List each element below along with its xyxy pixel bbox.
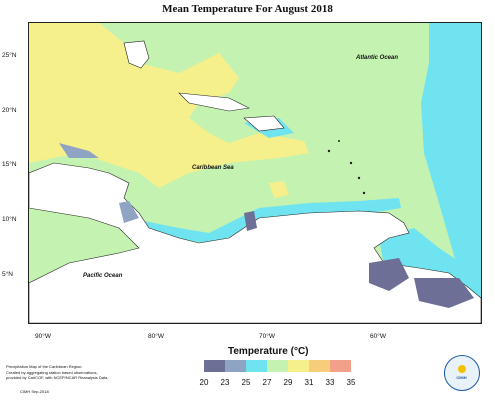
legend-swatch <box>246 360 267 372</box>
lon-label: 90°W <box>35 333 51 340</box>
florida-land <box>123 40 150 69</box>
lat-label: 15°N <box>2 161 17 168</box>
legend-tick: 35 <box>346 378 356 387</box>
yellow-warm-region <box>29 23 309 188</box>
cyan-atlantic-region <box>421 23 481 323</box>
lon-label: 70°W <box>259 333 275 340</box>
cuba-land <box>178 92 250 112</box>
label-caribbean-sea: Caribbean Sea <box>192 165 234 171</box>
legend-title: Temperature (°C) <box>228 346 309 357</box>
sun-icon <box>458 365 466 373</box>
legend-tick: 20 <box>199 378 209 387</box>
hispaniola-land <box>243 115 285 132</box>
purple-cool-region-venezuela <box>369 258 409 291</box>
purple-cool-region-guianas <box>414 278 474 308</box>
footnote-line: Created by aggregating station based obs… <box>6 369 98 375</box>
map-canvas <box>29 23 481 323</box>
legend-tick: 27 <box>262 378 272 387</box>
legend-swatch <box>225 360 246 372</box>
island-marker <box>357 176 361 180</box>
temperature-map <box>28 22 482 324</box>
legend-swatch <box>309 360 330 372</box>
legend-colorbar <box>204 360 351 372</box>
logo-text: CIMH <box>456 375 467 380</box>
purple-cool-region-maracaibo <box>244 211 257 231</box>
lat-label: 25°N <box>2 52 17 59</box>
legend-swatch <box>330 360 351 372</box>
yellow-patch <box>269 181 289 198</box>
legend-swatch <box>204 360 225 372</box>
legend-swatch <box>267 360 288 372</box>
legend-tick: 25 <box>241 378 251 387</box>
lon-label: 60°W <box>370 333 386 340</box>
lon-label: 80°W <box>148 333 164 340</box>
map-title: Mean Temperature For August 2018 <box>162 3 333 15</box>
legend-tick: 33 <box>325 378 335 387</box>
footnote-line: Precipitation Map of the Caribbean Regio… <box>6 364 83 369</box>
island-marker <box>362 191 366 195</box>
cimh-logo: CIMH <box>444 355 480 391</box>
legend-swatch <box>288 360 309 372</box>
blue-grey-region-yucatan <box>59 143 99 158</box>
island-marker <box>327 149 331 153</box>
lat-label: 20°N <box>2 107 17 114</box>
legend-tick: 29 <box>283 378 293 387</box>
legend-tick: 23 <box>220 378 230 387</box>
footnote: Precipitation Map of the Caribbean Regio… <box>6 364 156 381</box>
legend-tick: 31 <box>304 378 314 387</box>
central-south-america-land <box>29 162 481 323</box>
credit-text: CIMH Sep-2018 <box>20 389 49 394</box>
footnote-line: provided by CariCOF, with NCEP/NCAR Rean… <box>6 375 109 380</box>
blue-grey-region-panama <box>119 201 139 223</box>
island-marker <box>349 161 353 165</box>
lat-label: 10°N <box>2 216 17 223</box>
label-pacific-ocean: Pacific Ocean <box>83 273 123 279</box>
island-marker <box>338 140 340 142</box>
label-atlantic-ocean: Atlantic Ocean <box>356 55 399 61</box>
lat-label: 5°N <box>2 271 13 278</box>
